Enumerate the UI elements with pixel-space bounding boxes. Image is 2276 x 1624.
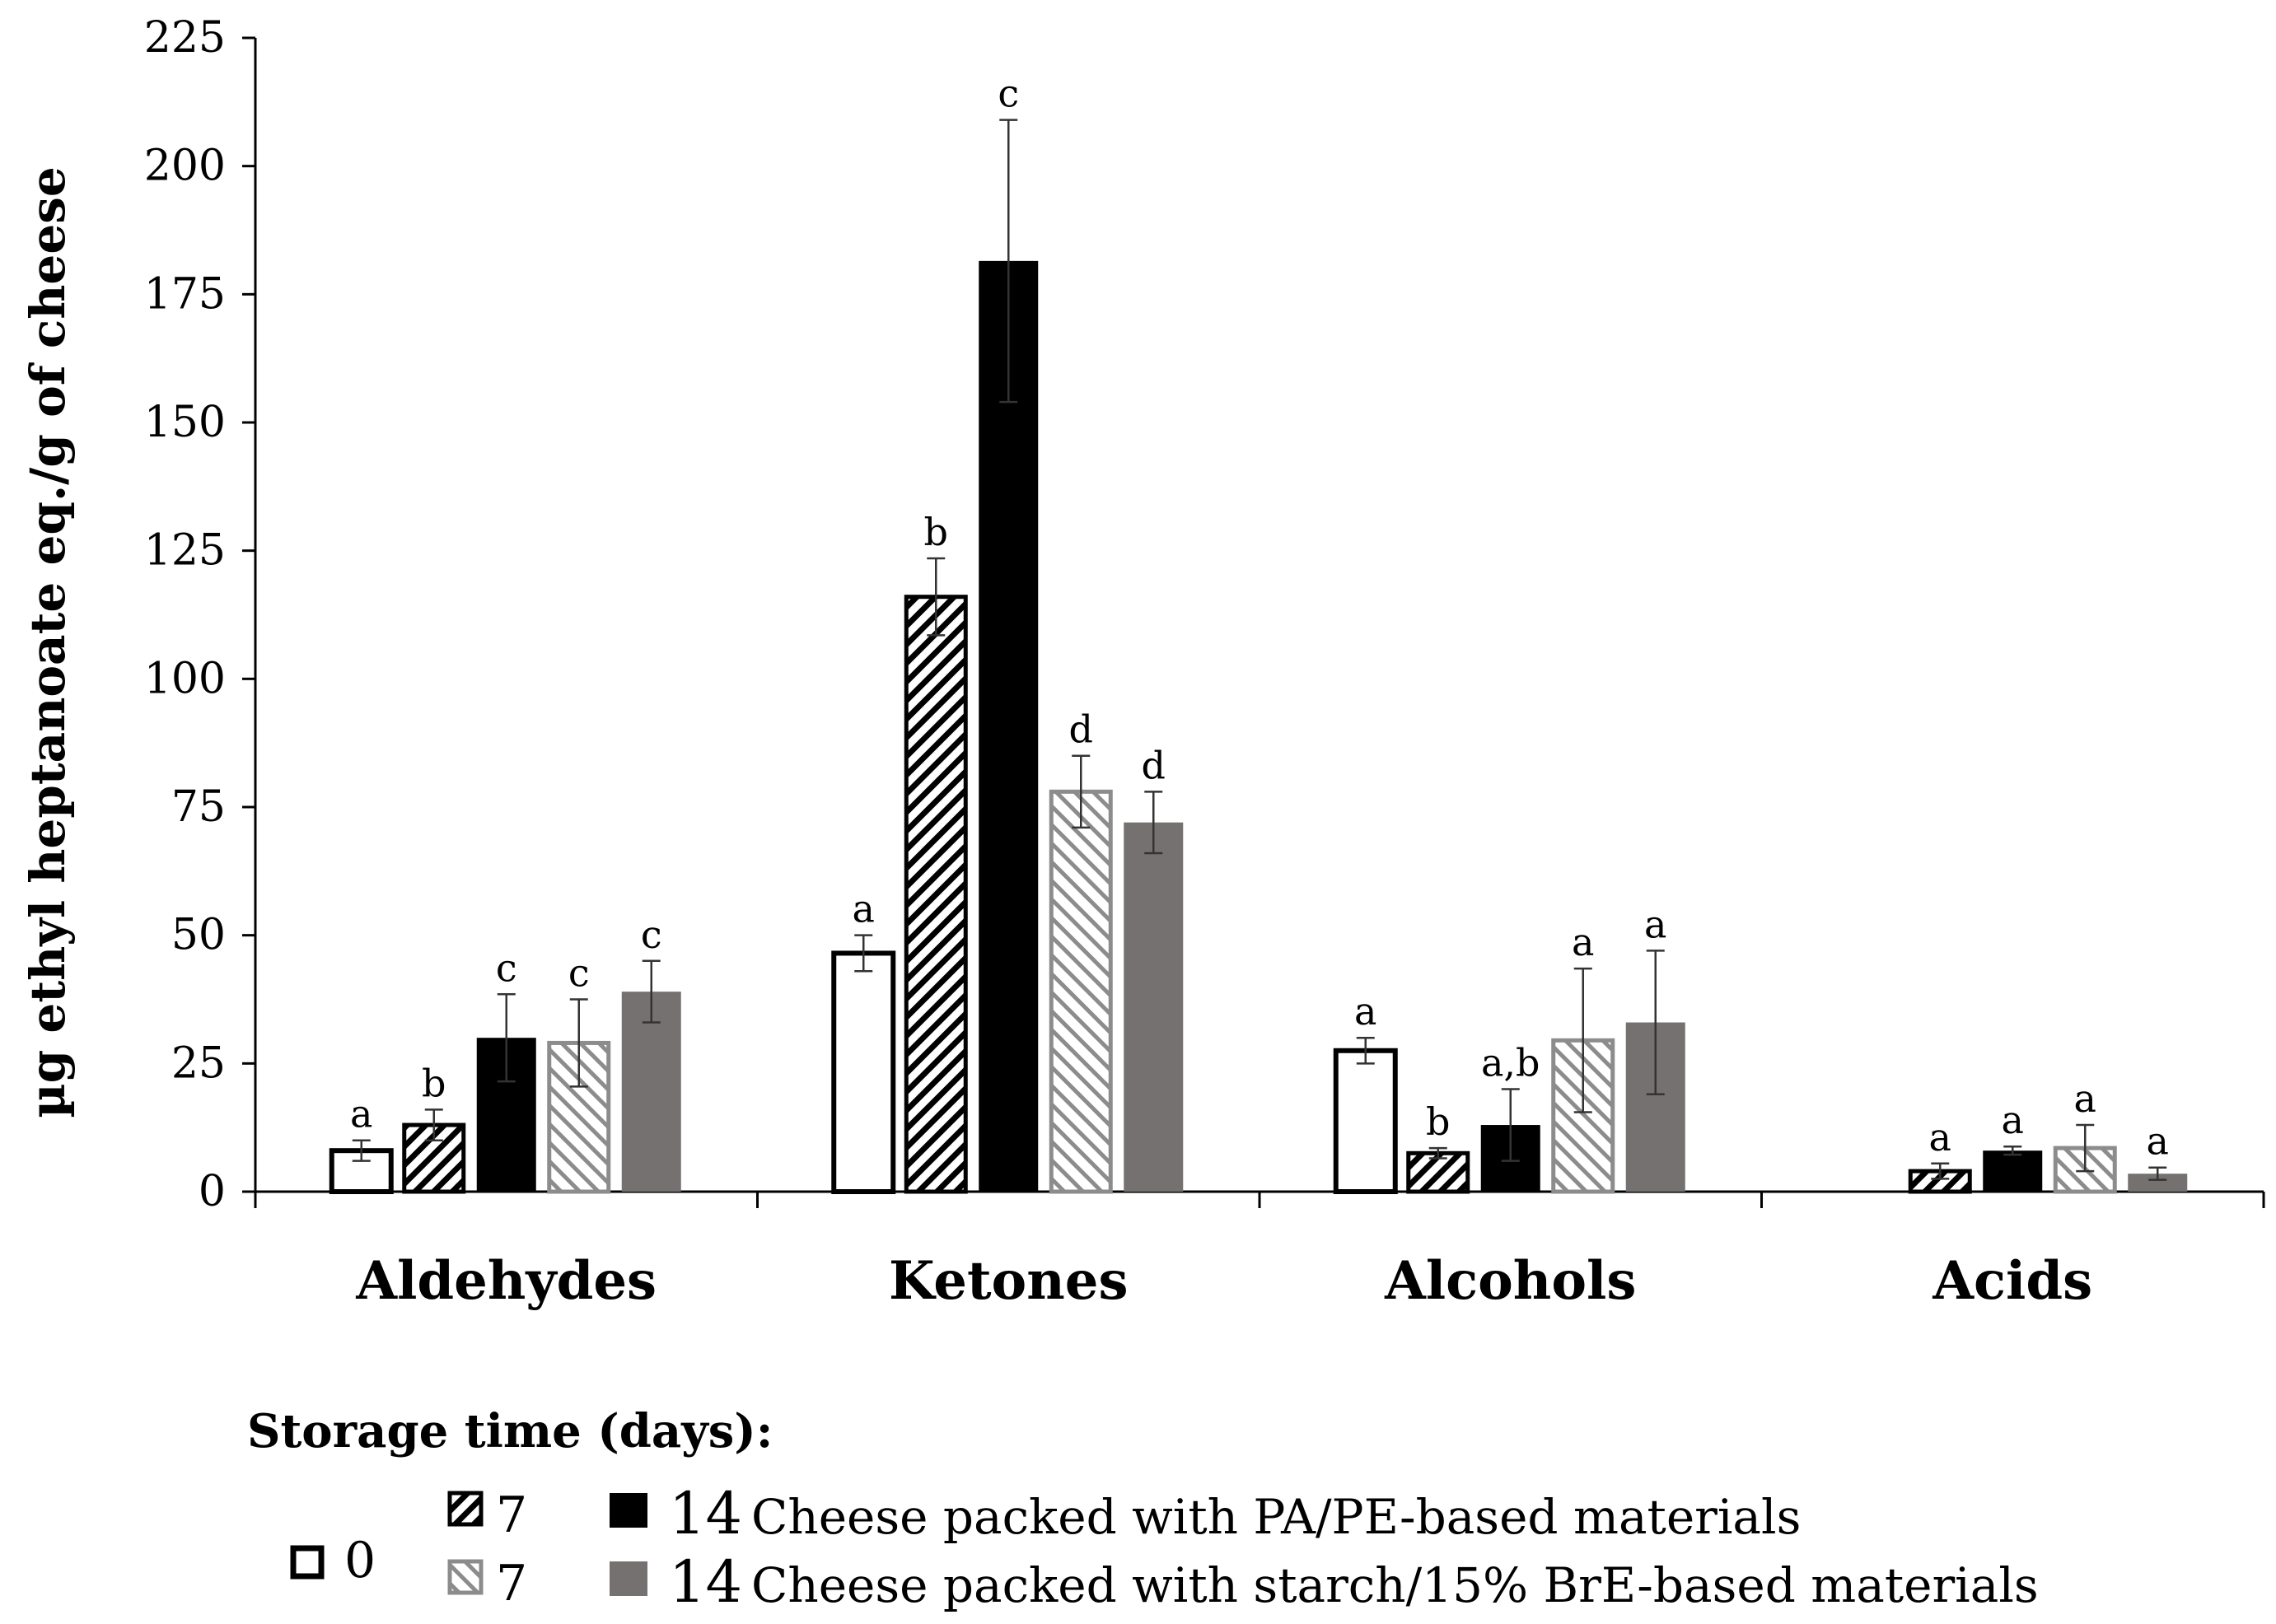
- legend-swatch-day14-starch: [610, 1561, 647, 1596]
- bar-ketones-7-starch-15-bre: [1049, 789, 1113, 1194]
- legend-swatch-day7-papa: [447, 1491, 484, 1527]
- y-tick-label: 75: [171, 782, 226, 832]
- bar-alcohols-7-pa-pe: [1406, 1150, 1470, 1194]
- significance-letter: a: [350, 1092, 372, 1136]
- significance-letter: a: [2147, 1119, 2169, 1164]
- category-label-alcohols: Alcohols: [1384, 1250, 1636, 1312]
- significance-letter: c: [496, 945, 517, 990]
- bar-ketones-14-pa-pe: [979, 260, 1039, 1192]
- significance-letter: c: [998, 72, 1019, 116]
- legend-desc-papa: Cheese packed with PA/PE-based materials: [751, 1489, 1801, 1545]
- legend-desc-starch: Cheese packed with starch/15% BrE-based …: [751, 1557, 2039, 1613]
- significance-letter: a: [1929, 1115, 1951, 1160]
- y-tick-label: 100: [144, 654, 226, 703]
- y-tick-label: 175: [144, 269, 226, 319]
- significance-letter: a: [1644, 902, 1666, 946]
- category-label-aldehydes: Aldehydes: [355, 1250, 657, 1312]
- bar-ketones-14-starch-15-bre: [1124, 822, 1184, 1192]
- legend-swatch-day7-starch: [447, 1559, 484, 1595]
- significance-letter: a: [853, 887, 875, 931]
- bar-acids-14-pa-pe: [1983, 1150, 2043, 1192]
- bar-acids-14-starch-15-bre: [2128, 1174, 2188, 1192]
- y-tick-label: 0: [199, 1167, 226, 1216]
- significance-letter: c: [568, 951, 590, 996]
- legend: Storage time (days): 0 7 14 Cheese packe…: [247, 1404, 2039, 1616]
- y-tick-label: 225: [144, 13, 226, 63]
- significance-letter: b: [422, 1061, 446, 1105]
- y-tick-label: 150: [144, 398, 226, 447]
- significance-letter: a: [1354, 989, 1376, 1034]
- legend-swatch-day0: [290, 1545, 325, 1580]
- significance-letter: a,b: [1481, 1040, 1540, 1085]
- bar-ketones-0: [831, 950, 896, 1194]
- significance-letter: b: [924, 510, 948, 554]
- bar-ketones-7-pa-pe: [904, 595, 968, 1194]
- legend-swatch-day14-papa: [610, 1493, 647, 1528]
- bars: a b c c c a b c d d a b a,b a a a a a a: [329, 72, 2188, 1195]
- significance-letter: c: [641, 912, 662, 957]
- significance-letter: a: [2074, 1076, 2096, 1121]
- category-label-ketones: Ketones: [889, 1250, 1128, 1312]
- y-tick-label: 200: [144, 142, 226, 191]
- legend-label-day7-starch: 7: [496, 1555, 527, 1612]
- y-tick-label: 25: [171, 1038, 226, 1088]
- y-axis-label: µg ethyl heptanoate eq./g of cheese: [20, 166, 76, 1118]
- significance-letter: a: [2002, 1098, 2024, 1142]
- y-tick-label: 50: [171, 911, 226, 960]
- legend-label-day7-papa: 7: [496, 1486, 527, 1544]
- bar-aldehydes-14-starch-15-bre: [621, 992, 681, 1192]
- significance-letter: d: [1142, 743, 1166, 787]
- legend-label-day14-starch: 14: [669, 1548, 742, 1616]
- y-tick-label: 125: [144, 526, 226, 576]
- significance-letter: a: [1572, 920, 1594, 964]
- bar-alcohols-0: [1333, 1048, 1398, 1195]
- legend-label-day0: 0: [344, 1532, 376, 1589]
- significance-letter: d: [1069, 707, 1093, 752]
- significance-letter: b: [1426, 1099, 1450, 1144]
- legend-label-day14-papa: 14: [669, 1480, 742, 1547]
- legend-title: Storage time (days):: [247, 1404, 773, 1458]
- category-label-acids: Acids: [1932, 1250, 2092, 1312]
